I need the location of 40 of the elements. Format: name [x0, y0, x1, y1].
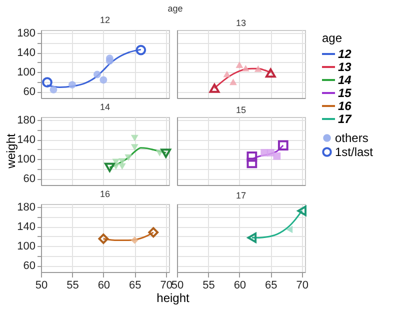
text: age	[322, 31, 342, 45]
x-tick-label: 50	[35, 280, 48, 292]
legend-label: 16	[338, 99, 352, 113]
legend-label: others	[335, 131, 368, 145]
y-axis-title: weight	[4, 132, 18, 170]
y-tick-label: 100	[17, 66, 36, 79]
y-tick-label: 60	[23, 86, 36, 98]
y-tick-label: 140	[17, 47, 36, 60]
legend-label: 17	[338, 112, 353, 126]
y-tick-label: 180	[17, 201, 36, 214]
x-tick-label: 65	[129, 280, 142, 292]
x-tick-label: 55	[66, 280, 79, 292]
chart-title: 15	[236, 105, 246, 115]
x-tick-label: 70	[296, 280, 309, 292]
x-tick-label: 70	[160, 280, 173, 292]
y-tick-label: 60	[23, 173, 36, 186]
y-tick-label: 100	[17, 154, 36, 166]
legend-label: 1st/last	[335, 145, 374, 159]
chart-title: 14	[100, 102, 110, 112]
legend-label: 13	[338, 60, 352, 74]
chart-title: 16	[100, 188, 110, 199]
x-tick-label: 65	[265, 280, 278, 292]
y-tick-label: 60	[23, 260, 36, 272]
chart-title: 13	[236, 18, 246, 28]
y-tick-label: 180	[17, 114, 36, 126]
chart-title: 17	[236, 190, 246, 201]
chart-title: 12	[100, 14, 110, 25]
legend-label: 15	[338, 86, 352, 100]
y-tick-label: 140	[17, 221, 36, 234]
x-tick-label: 55	[202, 280, 215, 292]
legend-title: age	[168, 3, 183, 14]
legend-label: 14	[338, 73, 352, 87]
x-axis-title: height	[156, 291, 190, 305]
legend-label: 12	[338, 47, 352, 61]
x-tick-label: 50	[171, 280, 184, 292]
y-tick-label: 180	[17, 27, 36, 40]
y-tick-label: 140	[17, 134, 36, 146]
x-tick-label: 60	[98, 280, 110, 292]
y-tick-label: 100	[17, 240, 36, 253]
x-tick-label: 60	[234, 280, 246, 292]
